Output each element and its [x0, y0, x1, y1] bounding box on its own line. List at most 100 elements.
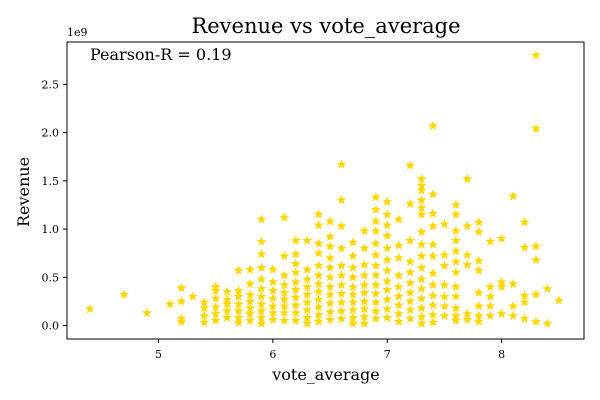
data-point — [302, 318, 313, 328]
data-point — [382, 275, 393, 286]
data-point — [313, 286, 324, 296]
data-point — [450, 281, 461, 292]
data-point — [531, 241, 541, 251]
data-point — [370, 192, 381, 202]
data-point — [267, 293, 278, 303]
data-point — [428, 208, 438, 218]
data-point — [382, 312, 393, 322]
data-point — [210, 308, 221, 319]
data-point — [313, 270, 324, 280]
data-point — [473, 301, 484, 311]
data-point — [336, 159, 347, 169]
data-point — [450, 246, 461, 256]
data-point — [473, 255, 484, 266]
data-point — [405, 160, 416, 170]
x-axis: 5 6 7 8 — [155, 339, 505, 361]
data-point — [222, 312, 233, 322]
data-point — [256, 274, 267, 284]
data-point — [370, 305, 381, 316]
data-point — [428, 279, 438, 290]
data-point — [382, 230, 393, 241]
data-point — [542, 318, 553, 328]
y-tick-label: 1.0 — [42, 223, 60, 236]
data-point — [485, 301, 496, 311]
data-point — [405, 235, 416, 245]
data-point — [485, 281, 496, 292]
data-point — [496, 276, 507, 287]
data-point — [348, 304, 358, 315]
data-point — [450, 302, 461, 313]
data-point — [199, 302, 210, 313]
data-point — [485, 291, 496, 301]
data-point — [428, 250, 438, 261]
data-point — [279, 270, 290, 280]
data-point — [473, 310, 484, 321]
data-point — [290, 235, 301, 245]
data-point — [359, 270, 370, 280]
data-point — [519, 217, 530, 227]
data-point — [245, 296, 255, 306]
data-point — [473, 265, 484, 275]
data-point — [382, 254, 393, 265]
data-point — [119, 289, 130, 299]
data-point — [439, 279, 450, 290]
data-point — [302, 289, 313, 299]
data-point — [359, 311, 370, 322]
data-point — [233, 285, 244, 295]
data-point — [508, 278, 519, 289]
data-point — [370, 279, 381, 290]
data-point — [508, 301, 519, 311]
data-point — [462, 308, 473, 319]
data-point — [428, 317, 438, 327]
data-point — [348, 297, 358, 307]
data-point — [279, 301, 290, 311]
data-point — [245, 289, 255, 299]
pearson-annotation: Pearson-R = 0.19 — [90, 45, 232, 64]
data-point — [84, 303, 95, 314]
y-tick-label: 0.5 — [42, 271, 60, 284]
data-point — [313, 260, 324, 270]
data-point — [233, 317, 244, 327]
data-point — [348, 272, 358, 282]
data-point — [336, 194, 347, 205]
data-point — [416, 194, 427, 205]
data-point — [428, 290, 438, 300]
data-point — [325, 262, 336, 272]
data-point — [405, 267, 416, 277]
data-point — [336, 288, 347, 298]
data-point — [302, 264, 313, 274]
data-point — [359, 259, 370, 269]
data-point — [382, 196, 393, 207]
data-point — [165, 299, 175, 309]
data-point — [233, 312, 244, 322]
data-point — [313, 209, 324, 219]
data-point — [370, 260, 381, 270]
data-point — [393, 270, 404, 280]
data-point — [382, 209, 393, 219]
data-point — [519, 297, 530, 307]
data-point — [267, 314, 278, 324]
data-point — [245, 315, 255, 325]
data-point — [393, 252, 404, 263]
y-axis-label: Revenue — [14, 157, 33, 227]
data-point — [393, 300, 404, 310]
data-point — [416, 226, 427, 237]
data-point — [302, 312, 313, 322]
data-point — [336, 243, 347, 253]
data-point — [439, 219, 450, 229]
data-point — [359, 318, 370, 328]
data-point — [382, 265, 393, 275]
data-point — [233, 299, 244, 309]
data-point — [450, 291, 461, 301]
data-point — [416, 262, 427, 272]
data-point — [531, 316, 541, 326]
data-point — [210, 293, 221, 303]
y-tick-label: 1.5 — [42, 175, 60, 188]
data-point — [336, 270, 347, 280]
data-point — [348, 318, 358, 328]
data-point — [325, 314, 336, 324]
data-point — [508, 191, 519, 201]
data-point — [222, 286, 233, 296]
x-tick-label: 7 — [384, 348, 391, 361]
y-tick-label: 2.0 — [42, 127, 60, 140]
